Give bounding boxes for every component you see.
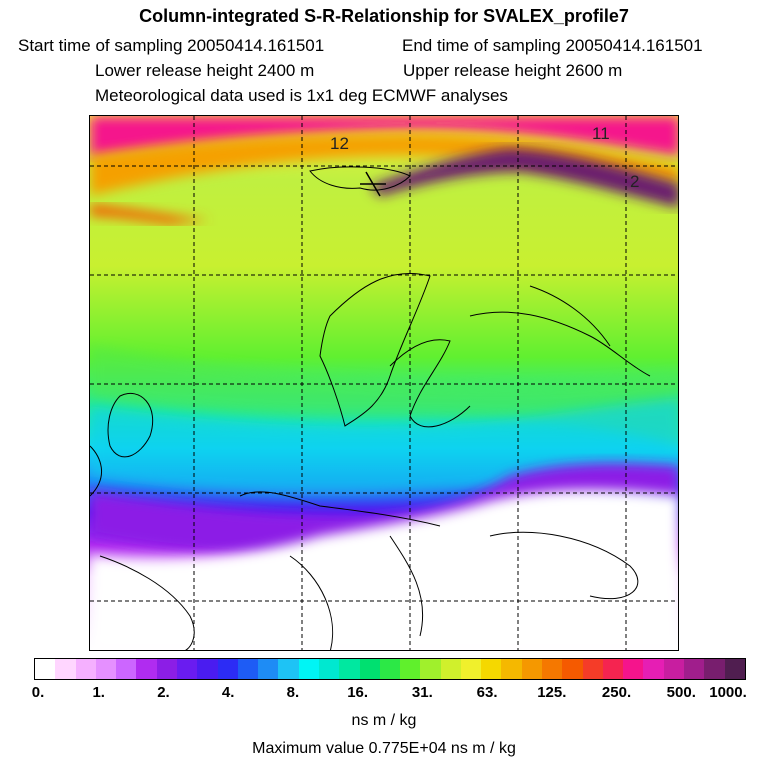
colorbar-swatch bbox=[501, 659, 522, 679]
colorbar-swatch bbox=[481, 659, 502, 679]
colorbar-swatch bbox=[562, 659, 583, 679]
contour-label: 2 bbox=[630, 172, 640, 191]
colorbar-tick-label: 125. bbox=[537, 684, 567, 701]
colorbar-units: ns m / kg bbox=[351, 712, 417, 729]
colorbar-tick-label: 250. bbox=[601, 684, 632, 701]
colorbar-tick-label: 16. bbox=[347, 684, 369, 701]
maximum-value: Maximum value 0.775E+04 ns m / kg bbox=[252, 740, 516, 757]
orange-band bbox=[90, 133, 678, 196]
low-field-south bbox=[90, 489, 678, 650]
colorbar-swatch bbox=[359, 659, 380, 679]
colorbar-swatch bbox=[116, 659, 137, 679]
start-time-label: Start time of sampling 20050414.161501 bbox=[18, 36, 325, 55]
plume bbox=[370, 148, 678, 208]
release-site-marker bbox=[360, 171, 386, 197]
colorbar-swatch bbox=[298, 659, 319, 679]
lower-release-label: Lower release height 2400 m bbox=[95, 61, 315, 80]
colorbar-tick-label: 4. bbox=[221, 684, 235, 701]
lat-lon-grid bbox=[90, 116, 678, 650]
meteo-data-label: Meteorological data used is 1x1 deg ECMW… bbox=[95, 86, 508, 105]
colorbar-swatch bbox=[724, 659, 745, 679]
contour-label: 12 bbox=[330, 134, 349, 153]
orange-tongue-west bbox=[90, 204, 210, 224]
purple-band bbox=[90, 463, 678, 556]
colorbar-swatch bbox=[521, 659, 543, 679]
colorbar-swatch bbox=[643, 659, 664, 679]
contour-label: 11 bbox=[592, 124, 610, 143]
coastlines bbox=[90, 166, 651, 650]
colorbar-swatch bbox=[440, 659, 461, 679]
colorbar-swatch bbox=[318, 659, 340, 679]
colorbar-tick-label: 500. bbox=[666, 684, 696, 701]
colorbar-tick-label: 1000. bbox=[709, 684, 747, 701]
colorbar-swatch bbox=[623, 659, 644, 679]
colorbar-swatch bbox=[420, 659, 441, 679]
colorbar-swatch bbox=[95, 659, 117, 679]
colorbar-swatch bbox=[460, 659, 482, 679]
colorbar-swatch bbox=[602, 659, 624, 679]
colorbar-swatch bbox=[136, 659, 157, 679]
colorbar-swatch bbox=[35, 659, 56, 679]
colorbar-swatch bbox=[704, 659, 725, 679]
colorbar-swatch bbox=[55, 659, 76, 679]
green-band bbox=[90, 346, 678, 446]
colorbar-tick-label: 8. bbox=[286, 684, 300, 701]
colorbar-swatch bbox=[400, 659, 421, 679]
colorbar-swatch bbox=[258, 659, 279, 679]
colorbar-swatch bbox=[217, 659, 238, 679]
sensitivity-map: 12 11 2 bbox=[89, 115, 679, 651]
colorbar-swatch bbox=[379, 659, 401, 679]
colorbar-swatch bbox=[582, 659, 603, 679]
colorbar-tick-label: 31. bbox=[411, 684, 433, 701]
chart-title: Column-integrated S-R-Relationship for S… bbox=[139, 6, 629, 26]
high-band-north bbox=[90, 116, 678, 158]
colorbar-swatch bbox=[278, 659, 299, 679]
colorbar bbox=[34, 658, 746, 680]
colorbar-swatch bbox=[197, 659, 218, 679]
upper-release-label: Upper release height 2600 m bbox=[403, 61, 623, 80]
map-field bbox=[90, 116, 678, 650]
colorbar-swatch bbox=[684, 659, 705, 679]
colorbar-swatch bbox=[75, 659, 96, 679]
colorbar-swatch bbox=[176, 659, 198, 679]
colorbar-tick-label: 1. bbox=[92, 684, 105, 701]
colorbar-tick-label: 0. bbox=[31, 684, 45, 701]
colorbar-swatch bbox=[156, 659, 177, 679]
colorbar-tick-label: 63. bbox=[476, 684, 498, 701]
colorbar-swatch bbox=[542, 659, 563, 679]
colorbar-swatch bbox=[237, 659, 259, 679]
colorbar-swatch bbox=[663, 659, 684, 679]
colorbar-swatch bbox=[339, 659, 360, 679]
colorbar-tick-label: 2. bbox=[157, 684, 170, 701]
end-time-label: End time of sampling 20050414.161501 bbox=[402, 36, 703, 55]
